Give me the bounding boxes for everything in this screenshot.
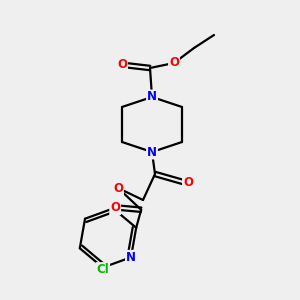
Text: N: N [147, 146, 157, 158]
Text: N: N [147, 91, 157, 103]
Text: N: N [126, 251, 136, 264]
Text: O: O [110, 201, 120, 214]
Text: O: O [169, 56, 179, 70]
Text: O: O [183, 176, 193, 188]
Text: Cl: Cl [96, 263, 109, 276]
Text: O: O [113, 182, 123, 194]
Text: O: O [117, 58, 127, 71]
